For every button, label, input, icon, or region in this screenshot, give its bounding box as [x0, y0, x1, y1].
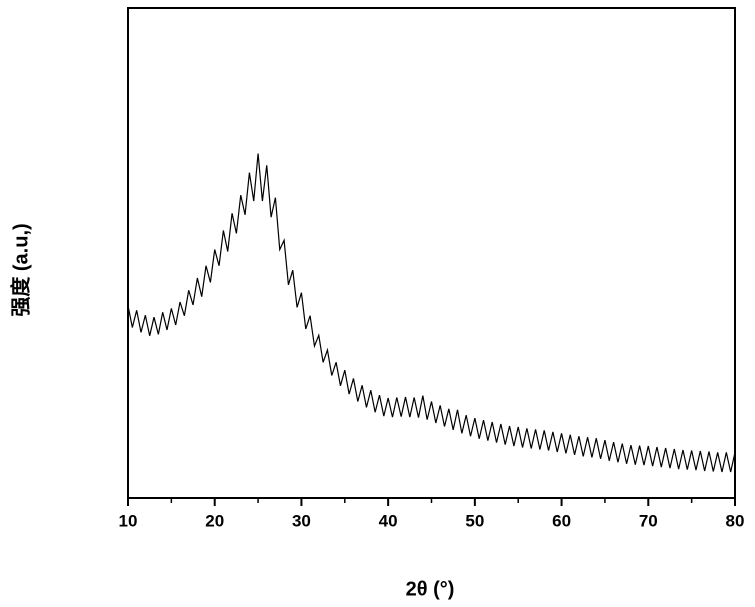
data-line	[128, 154, 735, 473]
x-tick-label: 50	[465, 511, 484, 530]
plot-frame	[128, 8, 735, 498]
x-tick-label: 60	[552, 511, 571, 530]
x-tick-label: 40	[379, 511, 398, 530]
x-tick-label: 70	[639, 511, 658, 530]
x-tick-label: 80	[726, 511, 745, 530]
x-tick-label: 10	[119, 511, 138, 530]
chart: 2θ (°) 强度 (a.u,) 10 20 30 40 50 60 70 80	[0, 0, 755, 607]
x-tick-label: 20	[205, 511, 224, 530]
page: {"chart_data": { "type": "line", "x_labe…	[0, 0, 755, 607]
y-axis-label: 强度 (a.u,)	[8, 223, 32, 316]
x-axis-label: 2θ (°)	[406, 578, 455, 600]
x-tick-label: 30	[292, 511, 311, 530]
